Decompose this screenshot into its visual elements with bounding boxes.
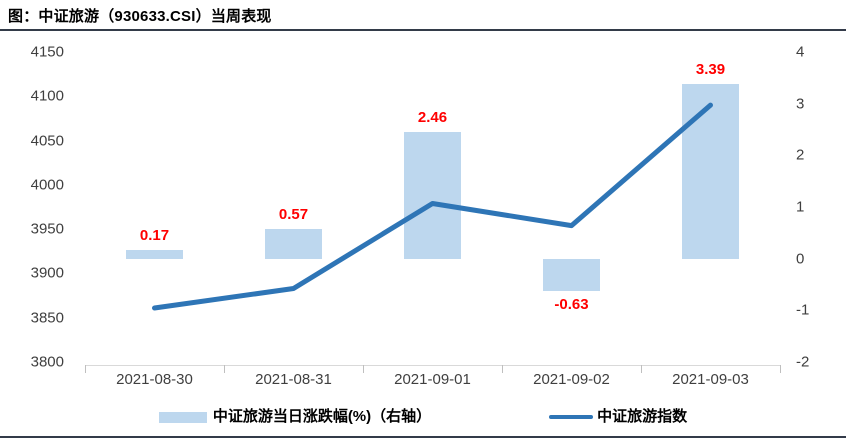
- y-axis-label-left: 4050: [30, 132, 64, 150]
- x-axis-label: 2021-08-30: [116, 371, 193, 388]
- bar: [126, 249, 183, 259]
- x-axis-label: 2021-08-31: [255, 371, 332, 388]
- bar-series-swatch-icon: [158, 411, 207, 423]
- x-axis-tick: [363, 365, 364, 373]
- x-axis-tick: [780, 365, 781, 373]
- bar: [404, 131, 461, 259]
- line-series-swatch-icon: [549, 415, 594, 419]
- y-axis-label-left: 3850: [30, 309, 64, 327]
- x-axis-label: 2021-09-02: [533, 371, 610, 388]
- bar: [682, 83, 739, 259]
- title-divider: [0, 29, 846, 31]
- y-axis-label-left: 4150: [30, 43, 64, 61]
- chart-title: 图：中证旅游（930633.CSI）当周表现: [8, 8, 272, 25]
- y-axis-label-right: -2: [796, 353, 810, 371]
- legend-item-line-series: 中证旅游指数: [549, 408, 687, 426]
- y-axis-label-right: 1: [796, 198, 805, 216]
- y-axis-label-left: 3900: [30, 264, 64, 282]
- y-axis-label-right: 0: [796, 250, 805, 268]
- bar: [265, 229, 322, 259]
- legend: 中证旅游当日涨跌幅(%)（右轴） 中证旅游指数: [0, 408, 846, 426]
- y-axis-label-right: 3: [796, 95, 805, 113]
- legend-label-bar-series: 中证旅游当日涨跌幅(%)（右轴）: [212, 408, 432, 425]
- bottom-divider: [0, 436, 846, 438]
- y-axis-label-right: -1: [796, 301, 810, 319]
- bar: [543, 258, 600, 292]
- bar-value-label: 0.17: [139, 226, 170, 244]
- y-axis-label-left: 4000: [30, 176, 64, 194]
- bar-value-label: 0.57: [278, 206, 309, 224]
- y-axis-label-right: 4: [796, 43, 805, 61]
- x-axis-tick: [224, 365, 225, 373]
- x-axis-tick: [641, 365, 642, 373]
- y-axis-label-left: 3950: [30, 220, 64, 238]
- x-axis-tick: [502, 365, 503, 373]
- bar-value-label: 3.39: [695, 60, 726, 78]
- bar-value-label: 2.46: [417, 108, 448, 126]
- y-axis-label-left: 4100: [30, 87, 64, 105]
- x-axis-line: [85, 365, 780, 366]
- legend-label-line-series: 中证旅游指数: [597, 408, 688, 425]
- y-axis-label-left: 3800: [30, 353, 64, 371]
- legend-item-bar-series: 中证旅游当日涨跌幅(%)（右轴）: [158, 408, 432, 426]
- x-axis-tick: [85, 365, 86, 373]
- bar-value-label: -0.63: [554, 296, 589, 314]
- y-axis-label-right: 2: [796, 146, 805, 164]
- x-axis-label: 2021-09-03: [672, 371, 749, 388]
- x-axis-label: 2021-09-01: [394, 371, 471, 388]
